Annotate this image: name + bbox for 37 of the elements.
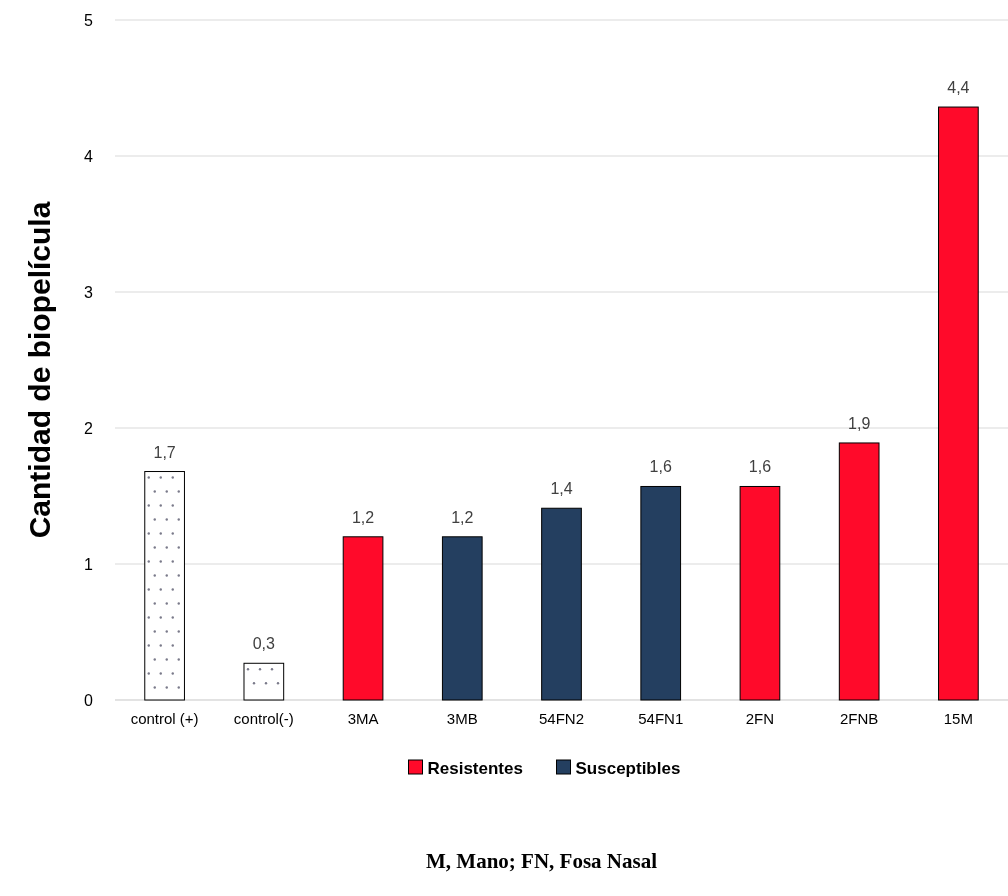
x-tick-label: 2FN (745, 710, 775, 727)
data-label: 4,4 (947, 79, 970, 97)
x-tick-label: 54FN1 (638, 710, 684, 727)
x-tick-label: 54FN2 (538, 710, 585, 727)
x-tick-label: control (+) (130, 710, 199, 727)
data-label: 1,7 (153, 443, 176, 461)
x-tick-label: 3MB (446, 710, 478, 727)
bar (243, 662, 285, 701)
bar (739, 485, 781, 701)
legend-label: Resistentes (427, 758, 523, 778)
legend-label: Susceptibles (575, 758, 681, 778)
y-tick-label: 0 (84, 691, 94, 709)
bar (640, 485, 682, 701)
data-label: 1,2 (351, 508, 375, 526)
data-label: 1,4 (550, 480, 573, 498)
data-label: 1,6 (748, 458, 772, 476)
x-tick-label: 2FNB (839, 710, 879, 727)
text: M, Mano; FN, Fosa Nasal (426, 849, 658, 873)
bar (938, 106, 979, 701)
x-tick-label: control(-) (233, 710, 294, 727)
data-label: 1,9 (848, 414, 871, 432)
data-label: 1,2 (451, 508, 474, 526)
y-axis-title: Cantidad de biopelícula (23, 201, 56, 539)
y-tick-label: 2 (84, 419, 94, 437)
y-tick-label: 1 (84, 555, 94, 573)
bar (541, 507, 582, 701)
bar (342, 536, 384, 701)
x-tick-label: 3MA (347, 710, 379, 727)
y-tick-label: 3 (84, 283, 94, 301)
bar (144, 471, 185, 701)
x-tick-label: 15M (943, 710, 973, 727)
y-tick-label: 5 (84, 11, 94, 29)
y-tick-label: 4 (84, 147, 94, 165)
bar (838, 442, 880, 701)
data-label: 1,6 (649, 458, 672, 476)
bar (441, 536, 483, 701)
data-label: 0,3 (252, 635, 276, 653)
